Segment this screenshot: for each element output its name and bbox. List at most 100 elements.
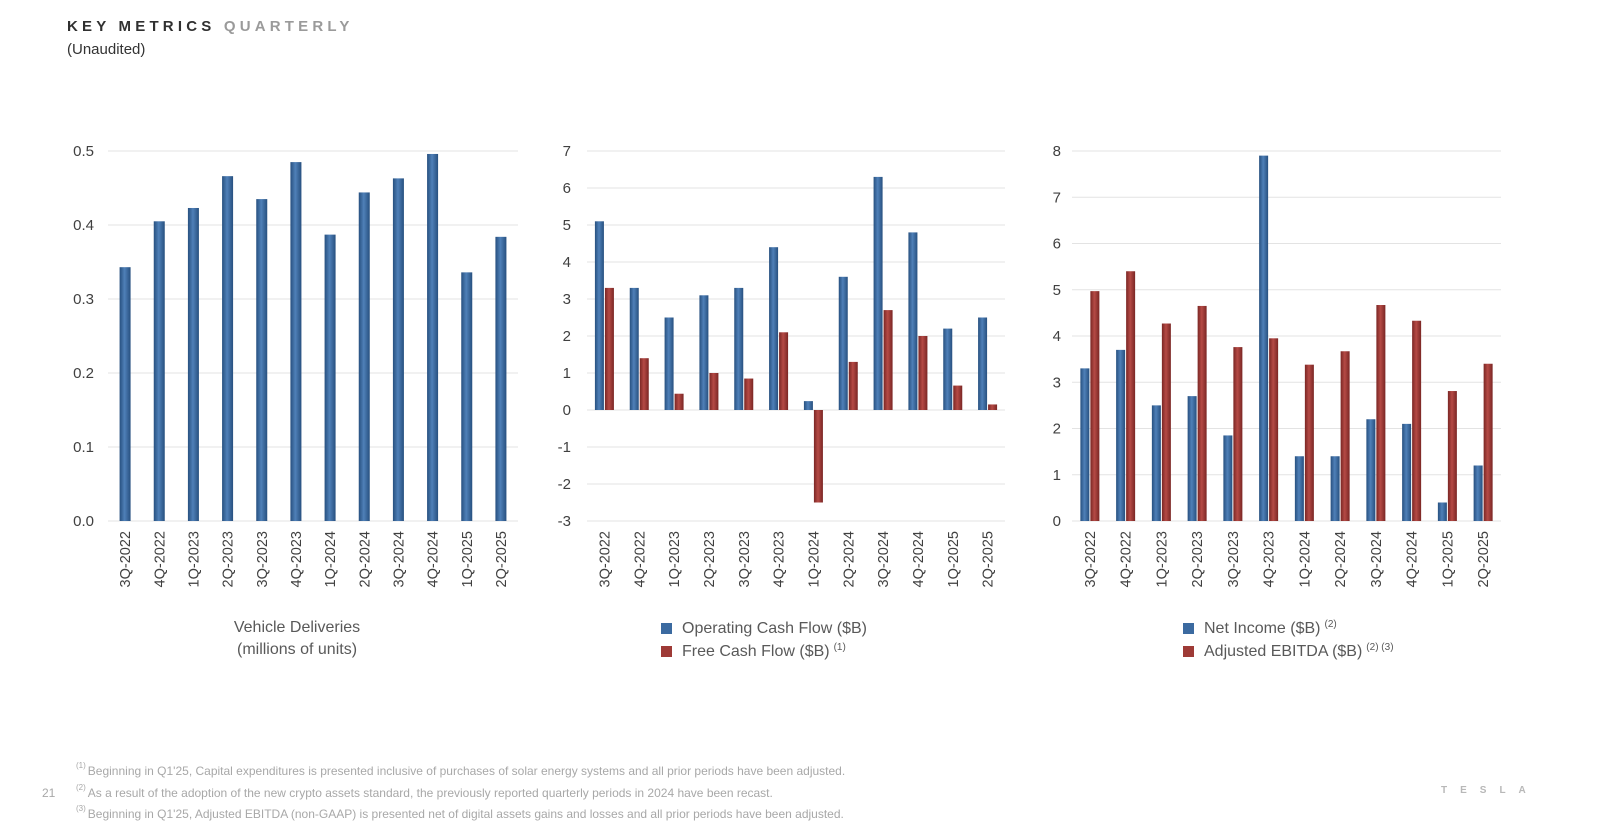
title-accent: QUARTERLY (223, 18, 354, 35)
legend-label: Operating Cash Flow ($B) (682, 620, 867, 637)
x-tick-label: 2Q-2025 (1476, 531, 1492, 587)
bar-primary (256, 199, 268, 521)
legend-item-free-cash-flow: Free Cash Flow ($B) (1) (661, 640, 867, 663)
legend-footnote-ref: (1) (833, 642, 846, 653)
footnote-text: Beginning in Q1'25, Capital expenditures… (87, 764, 846, 778)
y-tick-label: 7 (563, 143, 571, 160)
bar-primary (943, 328, 953, 410)
bar-primary (803, 401, 813, 410)
x-tick-label: 2Q-2023 (702, 531, 718, 587)
bar-primary (1187, 396, 1197, 521)
bar-secondary (1412, 320, 1422, 521)
legend-footnote-ref: (2) (1324, 619, 1337, 630)
x-tick-label: 4Q-2022 (152, 531, 168, 587)
legend-label: Net Income ($B) (1204, 620, 1321, 637)
bar-secondary (813, 410, 823, 503)
x-tick-label: 1Q-2024 (1297, 531, 1313, 587)
bar-primary (978, 317, 988, 410)
bar-secondary (1340, 351, 1350, 521)
y-tick-label: 5 (563, 217, 571, 234)
y-tick-label: 0.2 (73, 365, 94, 382)
bar-primary (324, 234, 336, 521)
y-tick-label: 0 (563, 402, 571, 419)
y-tick-label: 4 (1053, 328, 1061, 345)
bar-primary (392, 178, 404, 521)
x-tick-label: 4Q-2024 (1405, 531, 1421, 587)
bar-primary (664, 317, 674, 410)
deliveries-caption-line2: (millions of units) (236, 641, 358, 658)
x-tick-label: 1Q-2023 (667, 531, 683, 587)
footnote-text: As a result of the adoption of the new c… (87, 785, 773, 800)
y-tick-label: 6 (1053, 236, 1061, 253)
legend-swatch-red (1183, 646, 1194, 657)
bar-secondary (1304, 364, 1314, 521)
y-tick-label: 3 (563, 291, 571, 308)
x-tick-label: 1Q-2023 (1154, 531, 1170, 587)
legend-swatch-blue (661, 623, 672, 634)
bar-primary (153, 221, 165, 522)
page-number: 21 (42, 786, 56, 800)
footnote-2: (2) As a result of the adoption of the ne… (76, 781, 845, 803)
x-tick-label: 2Q-2025 (981, 531, 997, 587)
footnote-marker: (3) (76, 804, 86, 813)
y-tick-label: 1 (563, 365, 571, 382)
x-tick-label: 3Q-2022 (118, 531, 134, 587)
bar-secondary (779, 332, 789, 410)
bar-primary (629, 287, 639, 410)
bar-secondary (883, 310, 893, 410)
y-tick-label: 6 (563, 180, 571, 197)
y-tick-label: 0.5 (73, 143, 94, 160)
legend-item-net-income: Net Income ($B) (2) (1183, 617, 1394, 640)
bar-secondary (953, 385, 963, 410)
x-tick-label: 2Q-2023 (221, 531, 237, 587)
page-title: KEY METRICS QUARTERLY (67, 18, 354, 35)
bar-secondary (848, 361, 858, 410)
bar-primary (838, 276, 848, 410)
bar-primary (461, 272, 473, 521)
y-tick-label: 0 (1053, 513, 1061, 530)
page-header: KEY METRICS QUARTERLY (Unaudited) (67, 18, 354, 58)
x-tick-label: 3Q-2023 (255, 531, 271, 587)
vehicle-deliveries-chart: 0.0 0.1 0.2 0.3 0.4 0.5 3Q-2022 4Q-2022 1Q-2023 2… (73, 143, 518, 587)
bar-secondary (1197, 305, 1207, 521)
x-tick-label: 3Q-2024 (876, 531, 892, 587)
legend-label: Adjusted EBITDA ($B) (1204, 643, 1363, 660)
x-tick-label: 2Q-2023 (1190, 531, 1206, 587)
deliveries-caption: Vehicle Deliveries (millions of units) (197, 617, 397, 661)
y-tick-label: 0.1 (73, 439, 94, 456)
title-main: KEY METRICS (67, 18, 216, 35)
x-tick-label: 1Q-2025 (460, 531, 476, 587)
y-tick-label: 1 (1053, 467, 1061, 484)
bar-primary (1294, 456, 1304, 521)
x-tick-label: 2Q-2025 (494, 531, 510, 587)
bar-secondary (1090, 291, 1100, 521)
x-tick-label: 3Q-2024 (1369, 531, 1385, 587)
bar-primary (699, 295, 709, 410)
bar-primary (1437, 502, 1447, 521)
y-tick-label: 5 (1053, 282, 1061, 299)
x-tick-label: 4Q-2022 (632, 531, 648, 587)
x-tick-label: 3Q-2023 (1226, 531, 1242, 587)
x-tick-label: 3Q-2022 (1083, 531, 1099, 587)
bar-secondary (639, 358, 649, 410)
x-tick-label: 1Q-2024 (323, 531, 339, 587)
bar-secondary (1233, 347, 1243, 521)
page-subtitle: (Unaudited) (67, 41, 146, 58)
legend-swatch-red (661, 646, 672, 657)
bar-primary (873, 176, 883, 410)
bar-primary (734, 287, 744, 410)
x-tick-label: 3Q-2024 (391, 531, 407, 587)
x-tick-label: 2Q-2024 (357, 531, 373, 587)
bar-primary (222, 176, 234, 521)
bar-primary (1366, 419, 1376, 521)
footnote-1: (1) Beginning in Q1'25, Capital expenditu… (76, 759, 845, 781)
net-income-ebitda-chart: 0 1 2 3 4 5 6 7 8 3Q-2022 4Q-2022 1Q-2023 2Q-2023 3Q-… (1053, 143, 1501, 587)
bar-primary (769, 247, 779, 410)
y-tick-label: 2 (563, 328, 571, 345)
footnote-3: (3) Beginning in Q1'25, Adjusted EBITDA (… (76, 802, 845, 824)
bar-secondary (1161, 323, 1171, 521)
bar-primary (358, 192, 370, 521)
bar-primary (495, 236, 507, 521)
bar-primary (290, 162, 302, 521)
bar-primary (187, 207, 199, 522)
